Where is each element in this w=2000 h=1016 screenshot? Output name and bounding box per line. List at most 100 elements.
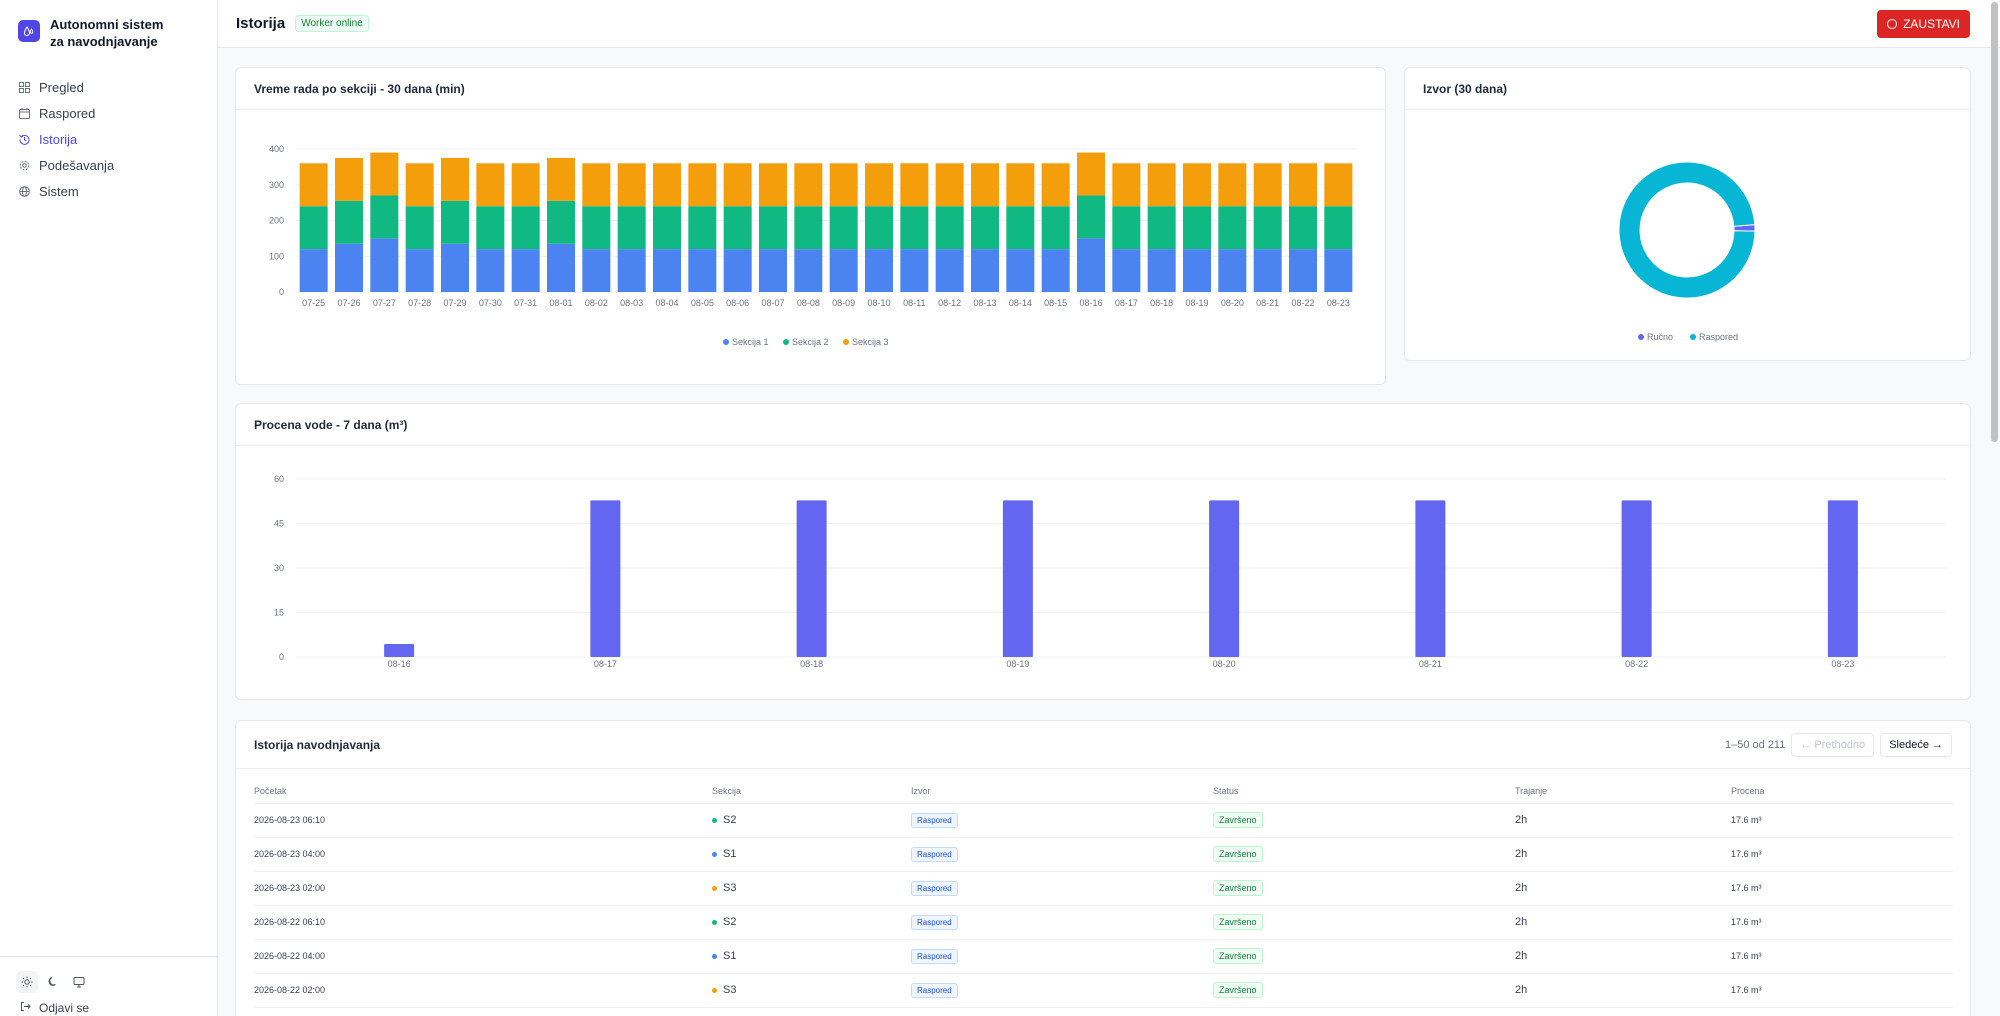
bar-segment-sekcija-1[interactable]	[1218, 249, 1247, 292]
bar-segment-sekcija-1[interactable]	[688, 249, 717, 292]
bar-segment-sekcija-3[interactable]	[441, 157, 469, 201]
bar-segment-sekcija-2[interactable]	[829, 206, 858, 250]
bar-segment-sekcija-3[interactable]	[335, 157, 363, 201]
monitor-icon[interactable]	[68, 971, 90, 993]
bar-segment-sekcija-3[interactable]	[370, 152, 399, 196]
bar-segment-sekcija-1[interactable]	[1253, 249, 1282, 292]
page-scrollbar[interactable]	[1991, 2, 1998, 442]
bar-segment-sekcija-1[interactable]	[441, 243, 469, 292]
bar-segment-sekcija-3[interactable]	[1077, 152, 1105, 196]
bar-segment-sekcija-1[interactable]	[900, 249, 929, 292]
bar-segment-sekcija-3[interactable]	[759, 163, 787, 207]
bar-segment-sekcija-1[interactable]	[476, 249, 505, 292]
bar-segment-sekcija-3[interactable]	[1183, 163, 1211, 207]
bar-segment-sekcija-3[interactable]	[653, 163, 681, 207]
bar-segment-sekcija-2[interactable]	[476, 206, 505, 250]
water-bar[interactable]	[1827, 500, 1858, 657]
bar-segment-sekcija-1[interactable]	[653, 249, 681, 292]
bar-segment-sekcija-2[interactable]	[441, 200, 469, 244]
bar-segment-sekcija-3[interactable]	[829, 163, 858, 207]
bar-segment-sekcija-3[interactable]	[1041, 163, 1070, 207]
next-page-button[interactable]: Sledeće →	[1880, 732, 1952, 757]
bar-segment-sekcija-2[interactable]	[794, 206, 823, 250]
bar-segment-sekcija-1[interactable]	[405, 249, 434, 292]
table-row[interactable]: 2026-08-22 04:00 S1 Raspored Završeno 2h 17.6…	[254, 939, 1953, 974]
bar-segment-sekcija-3[interactable]	[617, 163, 646, 207]
donut-slice-raspored[interactable]	[1618, 161, 1756, 299]
table-row[interactable]: 2026-08-22 06:10 S2 Raspored Završeno 2h 17.6…	[254, 905, 1953, 940]
bar-segment-sekcija-2[interactable]	[1112, 206, 1141, 250]
bar-segment-sekcija-2[interactable]	[723, 206, 752, 250]
bar-segment-sekcija-3[interactable]	[865, 163, 893, 207]
bar-segment-sekcija-2[interactable]	[653, 206, 681, 250]
bar-segment-sekcija-2[interactable]	[511, 206, 540, 250]
bar-segment-sekcija-3[interactable]	[900, 163, 929, 207]
bar-segment-sekcija-2[interactable]	[617, 206, 646, 250]
bar-segment-sekcija-3[interactable]	[1112, 163, 1141, 207]
bar-segment-sekcija-1[interactable]	[1006, 249, 1035, 292]
bar-segment-sekcija-2[interactable]	[582, 206, 611, 250]
bar-segment-sekcija-2[interactable]	[1183, 206, 1211, 250]
bar-segment-sekcija-2[interactable]	[299, 206, 328, 250]
bar-segment-sekcija-3[interactable]	[405, 163, 434, 207]
bar-segment-sekcija-2[interactable]	[935, 206, 964, 250]
bar-segment-sekcija-3[interactable]	[1147, 163, 1176, 207]
bar-segment-sekcija-3[interactable]	[971, 163, 999, 207]
bar-segment-sekcija-1[interactable]	[935, 249, 964, 292]
bar-segment-sekcija-3[interactable]	[794, 163, 823, 207]
bar-segment-sekcija-1[interactable]	[759, 249, 787, 292]
bar-segment-sekcija-2[interactable]	[1006, 206, 1035, 250]
bar-segment-sekcija-1[interactable]	[829, 249, 858, 292]
water-bar[interactable]	[590, 500, 621, 657]
bar-segment-sekcija-1[interactable]	[299, 249, 328, 292]
bar-segment-sekcija-2[interactable]	[900, 206, 929, 250]
water-bar[interactable]	[384, 643, 415, 657]
bar-segment-sekcija-1[interactable]	[511, 249, 540, 292]
bar-segment-sekcija-1[interactable]	[794, 249, 823, 292]
sidebar-item-pregled[interactable]: Pregled	[0, 74, 217, 100]
bar-segment-sekcija-3[interactable]	[1324, 163, 1353, 207]
bar-segment-sekcija-1[interactable]	[370, 238, 399, 292]
water-bar[interactable]	[1002, 500, 1033, 657]
sidebar-item-raspored[interactable]: Raspored	[0, 100, 217, 126]
bar-segment-sekcija-1[interactable]	[865, 249, 893, 292]
bar-segment-sekcija-1[interactable]	[547, 243, 575, 292]
bar-segment-sekcija-3[interactable]	[1218, 163, 1247, 207]
moon-icon[interactable]	[42, 971, 64, 993]
bar-segment-sekcija-2[interactable]	[1253, 206, 1282, 250]
bar-segment-sekcija-2[interactable]	[1289, 206, 1317, 250]
table-row[interactable]: 2026-08-22 02:00 S3 Raspored Završeno 2h 17.6…	[254, 973, 1953, 1008]
bar-segment-sekcija-3[interactable]	[299, 163, 328, 207]
table-row[interactable]: 2026-08-23 02:00 S3 Raspored Završeno 2h 17.6…	[254, 871, 1953, 906]
sidebar-item-istorija[interactable]: Istorija	[0, 126, 217, 152]
bar-segment-sekcija-1[interactable]	[1324, 249, 1353, 292]
bar-segment-sekcija-2[interactable]	[688, 206, 717, 250]
bar-segment-sekcija-3[interactable]	[1289, 163, 1317, 207]
bar-segment-sekcija-1[interactable]	[617, 249, 646, 292]
bar-segment-sekcija-1[interactable]	[1112, 249, 1141, 292]
table-row[interactable]: 2026-08-23 04:00 S1 Raspored Završeno 2h 17.6…	[254, 837, 1953, 872]
bar-segment-sekcija-3[interactable]	[582, 163, 611, 207]
bar-segment-sekcija-2[interactable]	[1041, 206, 1070, 250]
bar-segment-sekcija-1[interactable]	[1041, 249, 1070, 292]
sun-icon[interactable]	[16, 971, 38, 993]
bar-segment-sekcija-1[interactable]	[582, 249, 611, 292]
bar-segment-sekcija-1[interactable]	[1077, 238, 1105, 292]
water-bar[interactable]	[796, 500, 827, 657]
bar-segment-sekcija-2[interactable]	[335, 200, 363, 244]
bar-segment-sekcija-1[interactable]	[971, 249, 999, 292]
bar-segment-sekcija-1[interactable]	[1183, 249, 1211, 292]
prev-page-button[interactable]: ← Prethodno	[1791, 732, 1875, 757]
bar-segment-sekcija-3[interactable]	[547, 157, 575, 201]
sidebar-item-podesavanja[interactable]: Podešavanja	[0, 152, 217, 178]
bar-segment-sekcija-2[interactable]	[405, 206, 434, 250]
bar-segment-sekcija-3[interactable]	[511, 163, 540, 207]
bar-segment-sekcija-1[interactable]	[723, 249, 752, 292]
logout-button[interactable]: Odjavi se	[16, 1001, 201, 1015]
stop-button[interactable]: ZAUSTAVI	[1877, 9, 1970, 38]
bar-segment-sekcija-3[interactable]	[1006, 163, 1035, 207]
bar-segment-sekcija-3[interactable]	[1253, 163, 1282, 207]
bar-segment-sekcija-2[interactable]	[370, 195, 399, 239]
bar-segment-sekcija-3[interactable]	[476, 163, 505, 207]
water-bar[interactable]	[1415, 500, 1446, 657]
